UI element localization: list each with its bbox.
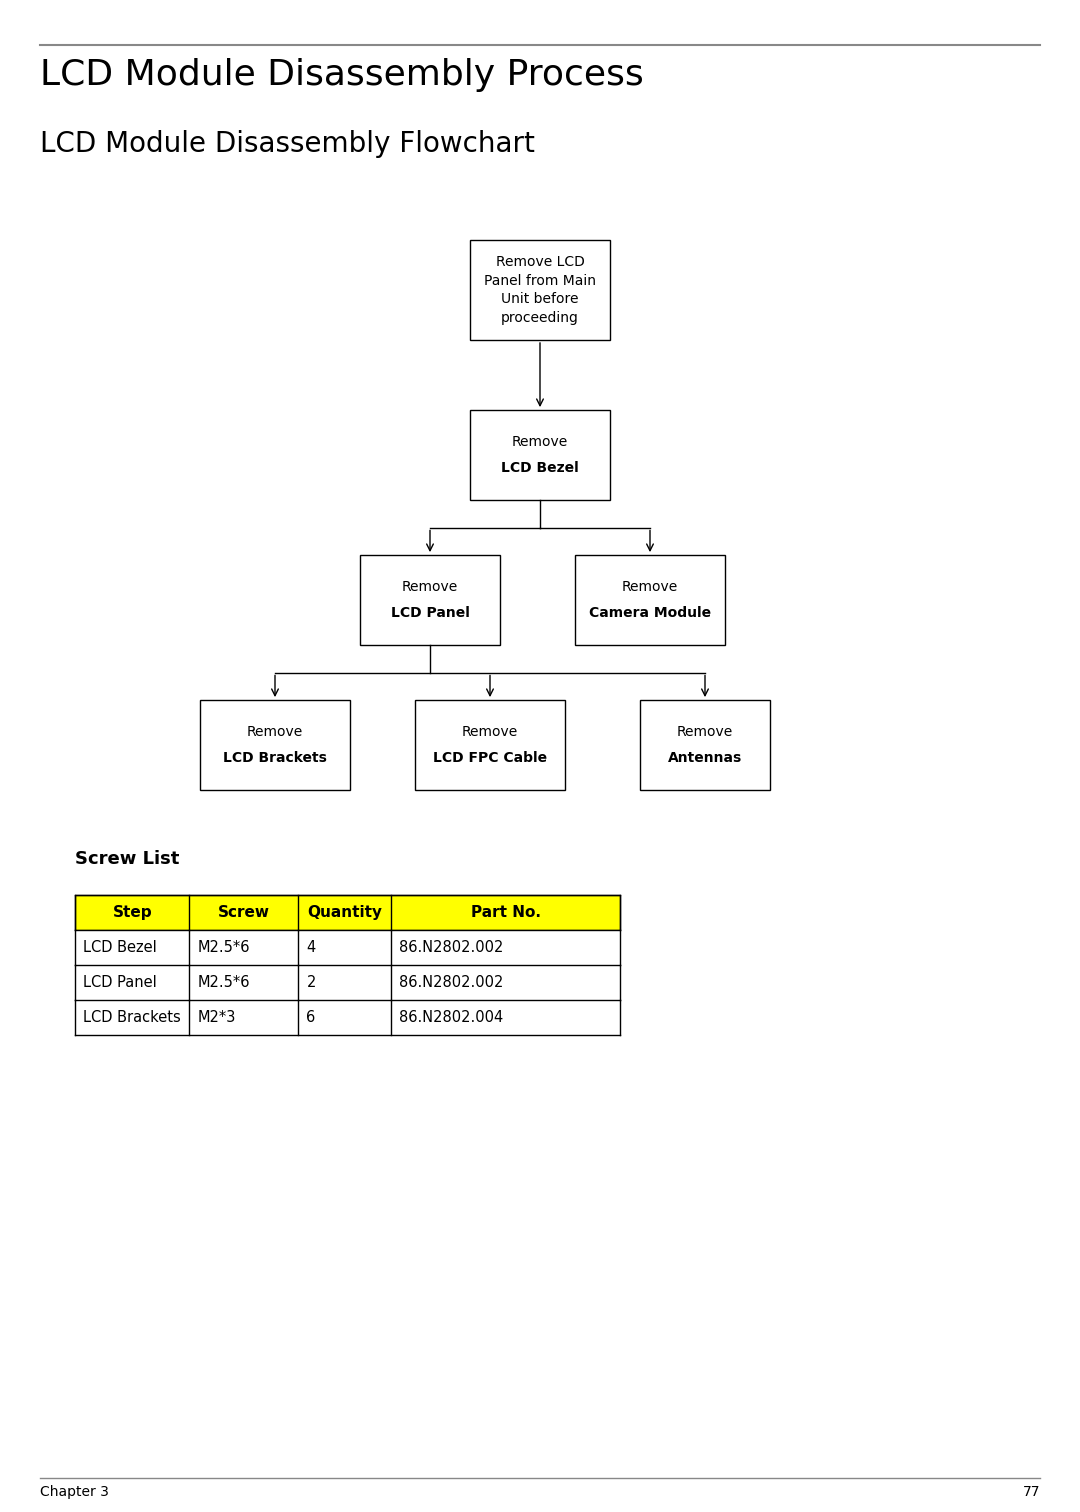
Text: Screw List: Screw List xyxy=(75,850,179,868)
Text: Remove LCD
Panel from Main
Unit before
proceeding: Remove LCD Panel from Main Unit before p… xyxy=(484,256,596,325)
Text: Antennas: Antennas xyxy=(667,751,742,765)
Text: Remove: Remove xyxy=(677,724,733,739)
Text: Remove: Remove xyxy=(402,581,458,594)
Text: M2*3: M2*3 xyxy=(198,1010,235,1025)
Bar xyxy=(75,965,620,999)
Bar xyxy=(640,700,770,789)
Text: Quantity: Quantity xyxy=(308,906,382,919)
Bar xyxy=(415,700,565,789)
Text: Remove: Remove xyxy=(512,435,568,449)
Bar xyxy=(470,240,610,340)
Bar xyxy=(200,700,350,789)
Text: LCD Panel: LCD Panel xyxy=(83,975,157,990)
Text: 86.N2802.004: 86.N2802.004 xyxy=(400,1010,503,1025)
Bar xyxy=(360,555,500,646)
Bar xyxy=(575,555,725,646)
Text: Chapter 3: Chapter 3 xyxy=(40,1485,109,1498)
Text: LCD Panel: LCD Panel xyxy=(391,606,470,620)
Bar xyxy=(75,999,620,1036)
Text: LCD Bezel: LCD Bezel xyxy=(83,940,157,956)
Text: LCD FPC Cable: LCD FPC Cable xyxy=(433,751,548,765)
Text: Step: Step xyxy=(112,906,152,919)
Text: 6: 6 xyxy=(307,1010,315,1025)
Text: LCD Brackets: LCD Brackets xyxy=(224,751,327,765)
Text: 2: 2 xyxy=(307,975,315,990)
Text: Part No.: Part No. xyxy=(471,906,541,919)
Text: Camera Module: Camera Module xyxy=(589,606,711,620)
Text: M2.5*6: M2.5*6 xyxy=(198,975,249,990)
Text: 86.N2802.002: 86.N2802.002 xyxy=(400,975,503,990)
Text: 4: 4 xyxy=(307,940,315,956)
Text: Remove: Remove xyxy=(462,724,518,739)
Text: 77: 77 xyxy=(1023,1485,1040,1498)
Bar xyxy=(75,930,620,965)
Text: Screw: Screw xyxy=(218,906,270,919)
Text: LCD Module Disassembly Process: LCD Module Disassembly Process xyxy=(40,57,644,92)
Text: Remove: Remove xyxy=(247,724,303,739)
Bar xyxy=(470,410,610,500)
Text: LCD Module Disassembly Flowchart: LCD Module Disassembly Flowchart xyxy=(40,130,535,157)
Text: LCD Bezel: LCD Bezel xyxy=(501,461,579,475)
Text: M2.5*6: M2.5*6 xyxy=(198,940,249,956)
Text: LCD Brackets: LCD Brackets xyxy=(83,1010,180,1025)
Bar xyxy=(75,895,620,930)
Text: 86.N2802.002: 86.N2802.002 xyxy=(400,940,503,956)
Text: Remove: Remove xyxy=(622,581,678,594)
